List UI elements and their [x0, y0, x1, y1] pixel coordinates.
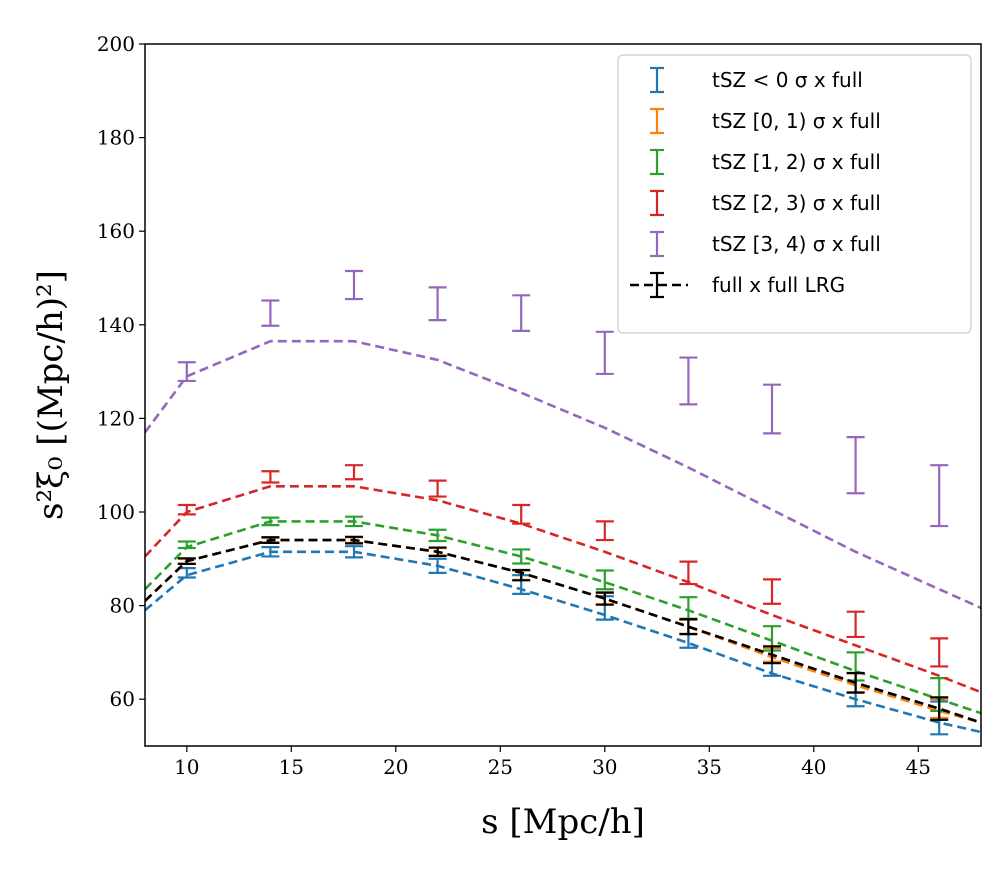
x-axis-label: s [Mpc/h] [481, 802, 645, 842]
legend-label: tSZ [3, 4) σ x full [712, 232, 881, 256]
error-bar [177, 540, 196, 550]
model-line [145, 550, 981, 734]
y-tick-label: 140 [97, 313, 135, 337]
error-bar [763, 645, 781, 665]
error-bar [930, 464, 949, 528]
error-bar [428, 286, 447, 322]
legend-label: tSZ < 0 σ x full [712, 68, 863, 92]
error-bar [345, 515, 363, 528]
error-bar [261, 516, 280, 527]
error-bar [428, 479, 447, 498]
error-bar [261, 470, 280, 484]
legend-label: tSZ [0, 1) σ x full [712, 109, 881, 133]
error-bar [930, 696, 949, 721]
error-bar [595, 591, 614, 606]
series-layer [145, 269, 981, 736]
error-bar [345, 535, 363, 545]
error-bar [512, 294, 531, 332]
y-tick-label: 180 [97, 126, 135, 150]
error-bar [595, 520, 614, 542]
x-tick-label: 20 [383, 755, 408, 779]
error-bar [261, 545, 280, 558]
error-bar [595, 330, 614, 376]
x-tick-label: 25 [488, 755, 513, 779]
error-bar [846, 671, 865, 694]
error-bar [763, 578, 781, 605]
error-bar [261, 536, 280, 544]
x-axis: 10 15 20 25 30 35 40 45 [174, 746, 931, 779]
error-bar [261, 299, 280, 327]
y-tick-label: 120 [97, 406, 135, 430]
series-4 [145, 269, 981, 610]
x-tick-label: 10 [174, 755, 199, 779]
error-bar [679, 618, 698, 636]
series-3 [145, 464, 981, 694]
y-tick-label: 160 [97, 219, 135, 243]
legend-label: tSZ [1, 2) σ x full [712, 150, 881, 174]
error-bar [177, 361, 196, 383]
legend-box [617, 54, 972, 334]
error-bar [679, 356, 698, 406]
error-bar [177, 557, 196, 566]
error-bar [595, 569, 614, 591]
legend-item-3: tSZ [2, 3) σ x full [650, 189, 881, 217]
legend-item-0: tSZ < 0 σ x full [650, 66, 863, 94]
x-tick-label: 40 [801, 755, 826, 779]
legend-item-5: full x full LRG [630, 271, 845, 299]
legend-label: tSZ [2, 3) σ x full [712, 191, 881, 215]
legend-item-1: tSZ [0, 1) σ x full [650, 107, 881, 135]
error-bar [428, 546, 447, 558]
error-bar [763, 383, 781, 435]
y-tick-label: 80 [110, 594, 135, 618]
x-tick-label: 45 [906, 755, 931, 779]
model-line [145, 484, 981, 694]
legend-label: full x full LRG [712, 273, 845, 297]
error-bar [345, 464, 363, 481]
error-bar [428, 528, 447, 543]
x-tick-label: 30 [592, 755, 617, 779]
model-line [145, 538, 981, 724]
error-bar [512, 548, 531, 565]
x-tick-label: 35 [697, 755, 722, 779]
x-tick-label: 15 [279, 755, 304, 779]
legend: tSZ < 0 σ x full tSZ [0, 1) σ x full tSZ [… [617, 54, 972, 334]
y-tick-label: 200 [97, 32, 135, 56]
legend-item-4: tSZ [3, 4) σ x full [650, 230, 881, 258]
error-bar [345, 545, 363, 559]
y-axis: 60 80 100 120 140 160 180 200 [97, 32, 145, 711]
series-5 [145, 535, 981, 724]
error-bar [512, 503, 531, 525]
y-axis-label: s²ξ₀ [(Mpc/h)²] [31, 270, 71, 520]
model-line [145, 339, 981, 610]
y-tick-label: 60 [110, 687, 135, 711]
error-bar [930, 637, 949, 668]
error-bar [512, 568, 531, 582]
error-bar [679, 560, 698, 586]
plot-frame [144, 43, 982, 747]
error-bar [177, 503, 196, 516]
legend-item-2: tSZ [1, 2) σ x full [650, 148, 881, 176]
y-tick-label: 100 [97, 500, 135, 524]
error-bar [846, 610, 865, 639]
model-line [145, 520, 981, 715]
error-bar [428, 557, 447, 574]
error-bar [846, 436, 865, 495]
error-bar [345, 269, 363, 301]
